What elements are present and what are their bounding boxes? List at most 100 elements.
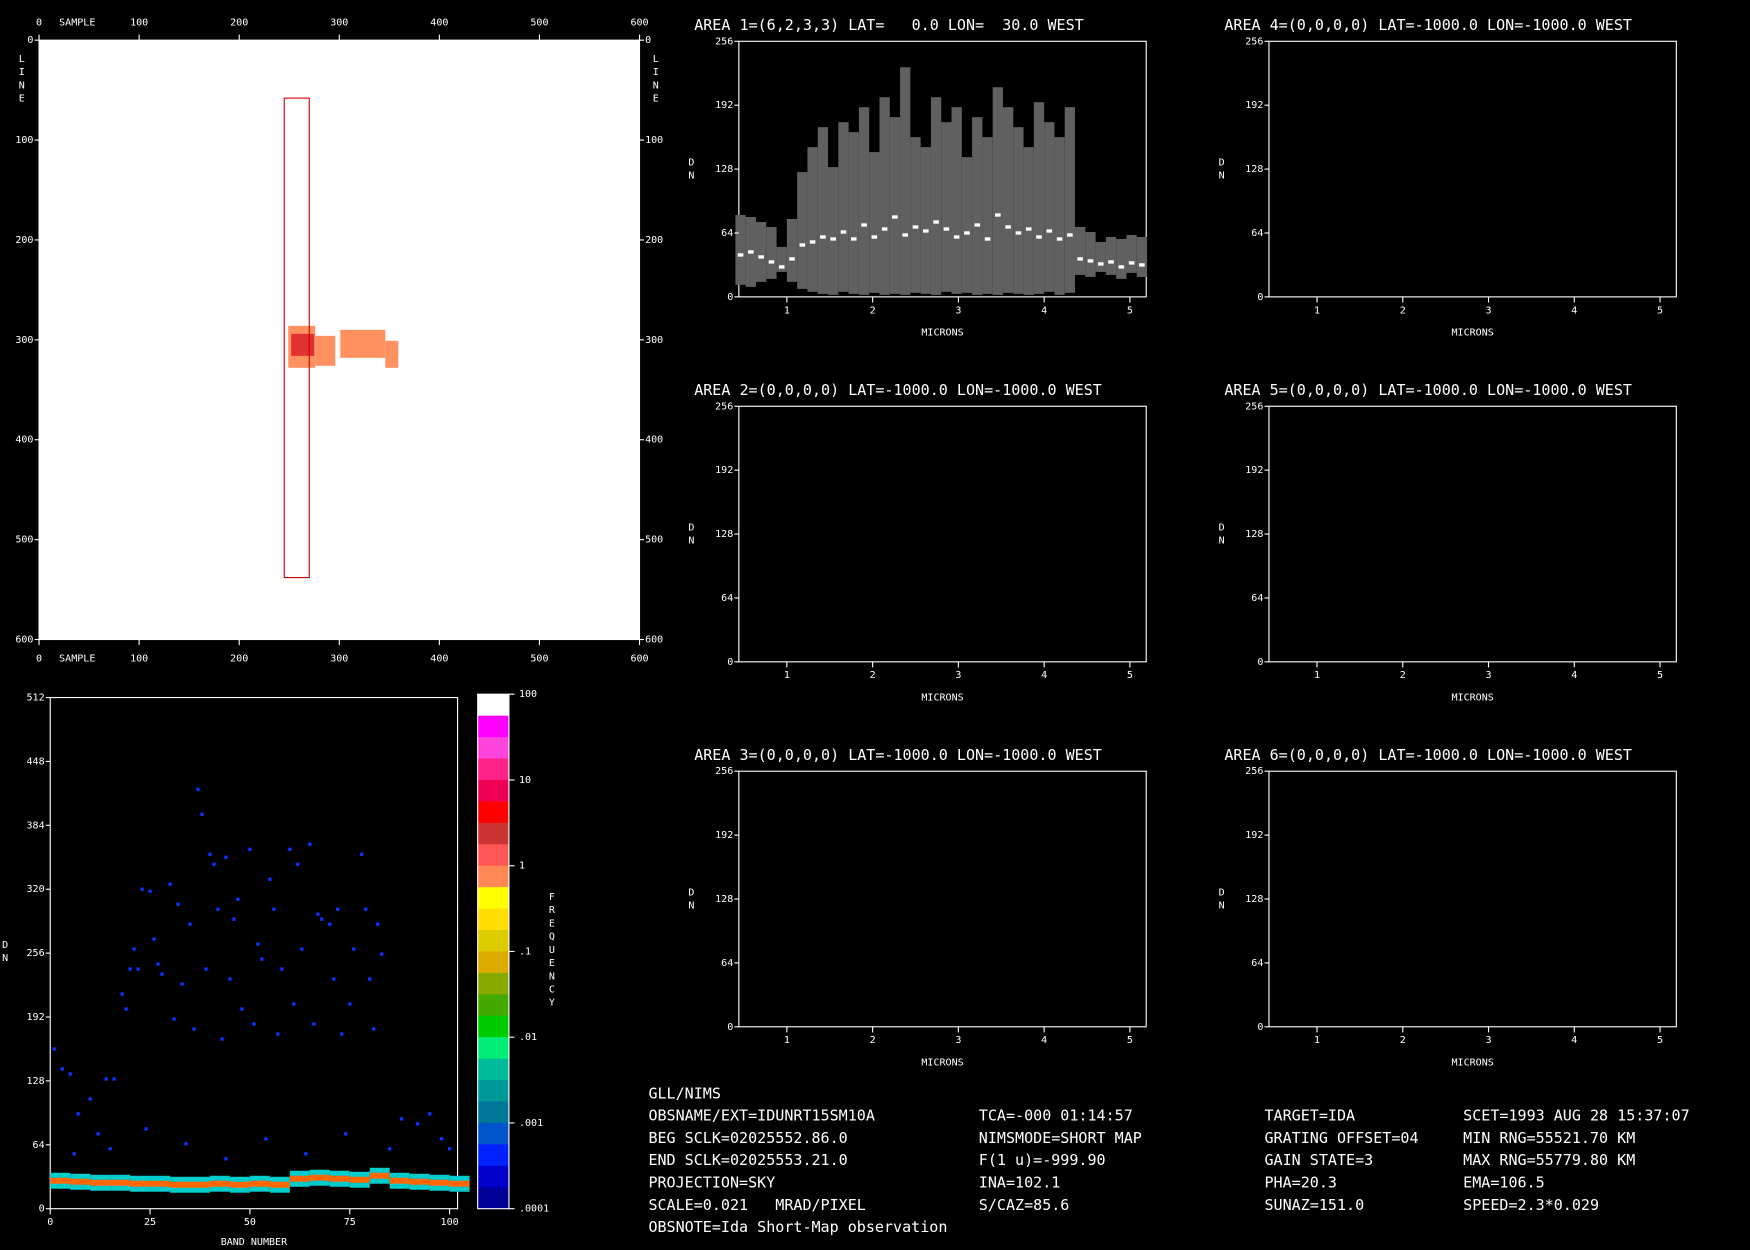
y-tick-label: 192 [1245,465,1263,476]
range-bar [992,87,1003,295]
scatter-point [188,922,192,926]
ridge-cell [429,1179,450,1186]
x-tick-label: 50 [244,1217,256,1228]
range-bar [797,172,808,289]
mean-dot [748,250,754,254]
y-tick-label: 500 [15,535,33,546]
scatter-point [224,1157,228,1161]
scatter-point [192,1027,196,1031]
y-axis-label: DN [686,887,697,913]
y-tick-label: 300 [645,335,663,346]
y-tick-label: 64 [1251,593,1263,604]
y-tick-label: 256 [1245,36,1263,47]
range-bar [755,221,767,282]
range-bar [1105,236,1117,275]
mean-dot [1139,263,1145,267]
y-tick-label: 200 [15,235,33,246]
scatter-point [128,967,132,971]
range-bar [1064,107,1076,293]
range-bar [982,137,993,294]
scatter-point [212,862,216,866]
x-tick-label: 500 [530,17,548,28]
scatter-point [68,1072,72,1076]
scatter-point [88,1097,92,1101]
range-bar [951,107,962,294]
y-tick-label: 256 [1245,766,1263,777]
scatter-point [280,967,284,971]
mean-dot [933,220,939,224]
y-tick-label: 448 [27,756,45,767]
info-field: END SCLK=02025553.21.0 [648,1151,847,1169]
y-tick-label: 128 [1245,529,1263,540]
range-bar [1126,234,1137,273]
x-axis-label: SAMPLE [59,17,95,28]
colorbar-cell [477,801,509,824]
range-bar [1054,137,1065,295]
y-axis-label: DN [686,158,697,184]
ridge-cell [170,1181,191,1188]
mean-dot [768,260,775,264]
scatter-point [312,1022,316,1026]
x-tick-label: 3 [955,1035,961,1046]
panel-title: AREA 5=(0,0,0,0) LAT=-1000.0 LON=-1000.0… [1224,381,1632,399]
mean-dot [820,235,826,239]
colorbar-cell [477,1122,509,1145]
colorbar-cell [477,737,509,760]
ridge-cell [150,1180,171,1187]
scatter-point [288,847,292,851]
mean-dot [943,227,950,231]
x-tick-label: 5 [1657,1035,1663,1046]
scatter-point [136,967,140,971]
colorbar-tick-label: 10 [519,775,531,786]
y-tick-label: 200 [645,235,663,246]
ridge-cell [449,1180,470,1187]
x-tick-label: 5 [1127,1035,1133,1046]
range-bar [1095,241,1106,272]
x-tick-label: 25 [144,1217,156,1228]
scatter-point [292,1002,296,1006]
scatter-point [60,1067,64,1071]
scatter-point [439,1137,444,1141]
y-tick-label: 64 [721,228,733,239]
y-tick-label: 192 [715,830,733,841]
range-bar [1044,122,1055,292]
mean-dot [964,231,970,235]
y-tick-label: 64 [1251,228,1263,239]
y-tick-label: 384 [27,820,45,831]
plot-area [1268,405,1677,663]
mean-dot [1005,225,1011,229]
colorbar-cell [477,972,509,995]
ridge-cell [70,1178,91,1185]
range-bar [920,147,931,294]
scatter-point [228,977,232,981]
x-tick-label: 2 [1400,305,1406,316]
y-tick-label: 64 [721,593,733,604]
range-bar [838,122,849,292]
y-tick-label: 192 [1245,100,1263,111]
colorbar-tick-label: .0001 [519,1204,549,1215]
scatter-point [388,1147,392,1151]
mean-dot [984,237,991,241]
x-tick-label: 200 [230,653,248,664]
ridge-cell [130,1180,151,1187]
mean-dot [974,223,981,227]
scatter-point [348,1002,352,1006]
scatter-point [352,947,356,951]
x-tick-label: 5 [1127,305,1133,316]
ridge-cell [309,1174,330,1181]
scatter-point [272,907,276,911]
scatter-point [144,1127,148,1131]
scatter-point [208,852,212,856]
info-field: INA=102.1 [979,1174,1061,1192]
scatter-point [427,1112,432,1116]
x-tick-label: 4 [1041,305,1047,316]
range-bar [869,152,880,293]
panel-title: AREA 1=(6,2,3,3) LAT= 0.0 LON= 30.0 WEST [694,16,1084,34]
y-tick-label: 128 [715,894,733,905]
info-field: PROJECTION=SKY [648,1174,775,1192]
y-axis-label: LINE [650,54,661,107]
x-tick-label: 2 [1400,1035,1406,1046]
y-axis-label: DN [0,940,11,966]
info-field: SUNAZ=151.0 [1265,1196,1365,1214]
